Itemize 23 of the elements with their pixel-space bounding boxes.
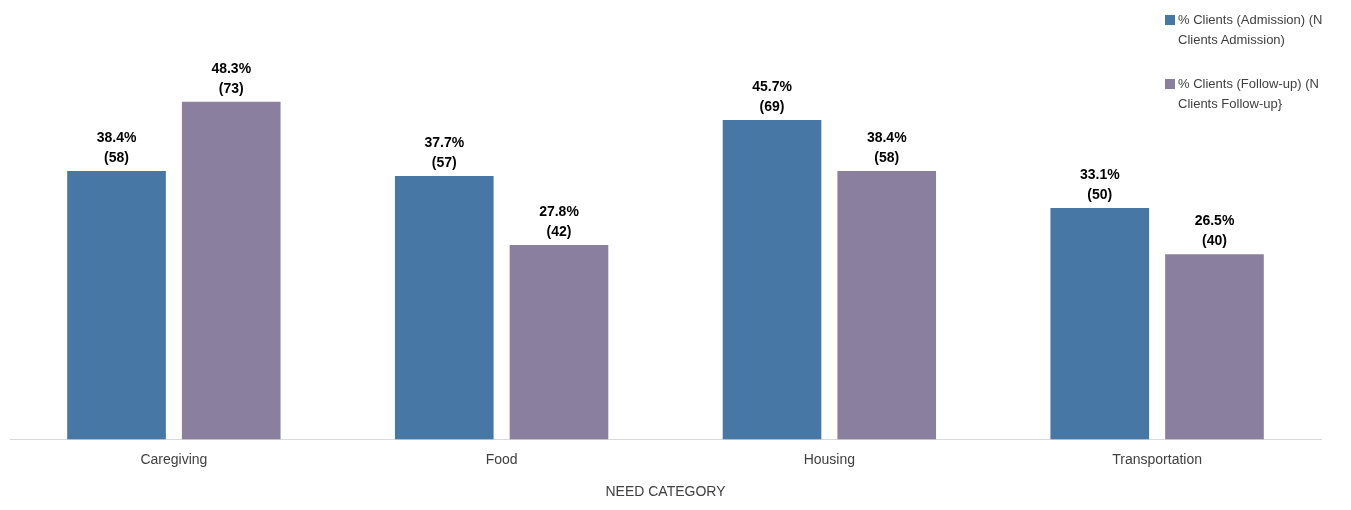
data-label: 38.4% (58) xyxy=(96,128,137,165)
data-label: 26.5% (40) xyxy=(1194,212,1235,249)
data-label: 48.3% (73) xyxy=(211,59,252,96)
bar xyxy=(67,170,166,440)
bar xyxy=(509,245,609,440)
x-axis-title: NEED CATEGORY xyxy=(605,483,727,500)
legend-label: % Clients (Follow-up) (N Clients Follow-up} xyxy=(1178,75,1320,113)
data-label: 37.7% (57) xyxy=(424,133,465,170)
x-tick-label: Transportation xyxy=(1112,450,1202,467)
data-label: 38.4% (58) xyxy=(866,128,908,165)
bar xyxy=(181,101,281,440)
bar xyxy=(1050,208,1150,440)
data-label: 33.1% (50) xyxy=(1079,165,1121,202)
legend-label: % Clients (Admission) (N Clients Admission) xyxy=(1178,11,1324,49)
x-tick-label: Food xyxy=(485,450,518,467)
bar xyxy=(722,119,822,440)
x-tick-label: Caregiving xyxy=(140,450,208,467)
bar xyxy=(1165,254,1264,440)
data-label: 27.8% (42) xyxy=(539,202,580,239)
bar xyxy=(837,170,937,440)
x-tick-label: Housing xyxy=(803,450,856,467)
data-label: 45.7% (69) xyxy=(752,77,793,114)
bar xyxy=(394,175,494,440)
